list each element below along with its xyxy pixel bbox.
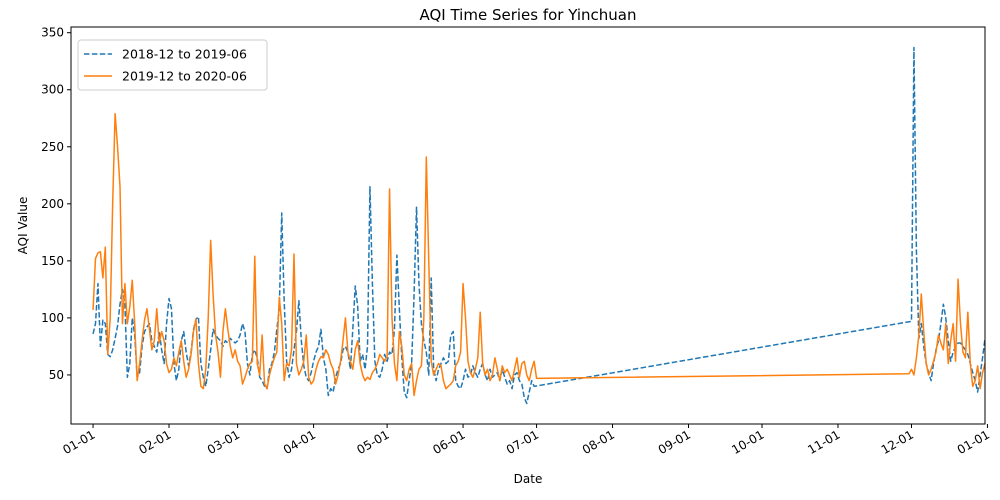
y-tick-label: 300 bbox=[41, 83, 64, 97]
legend-box bbox=[77, 39, 268, 91]
y-tick-label: 100 bbox=[41, 311, 64, 325]
y-tick-label: 200 bbox=[41, 197, 64, 211]
plot-frame bbox=[70, 26, 986, 425]
y-axis: 50 100 150 200 250 300 350 bbox=[41, 26, 71, 382]
legend: 2018-12 to 2019-06 2019-12 to 2020-06 bbox=[77, 39, 268, 91]
series-line-2 bbox=[92, 112, 986, 397]
y-tick-label: 150 bbox=[41, 254, 64, 268]
series-line-1 bbox=[92, 46, 986, 405]
y-tick-label: 50 bbox=[49, 368, 64, 382]
x-axis-label: Date bbox=[514, 472, 543, 486]
y-tick-label: 250 bbox=[41, 140, 64, 154]
y-tick-label: 350 bbox=[41, 26, 64, 40]
legend-label-1: 2018-12 to 2019-06 bbox=[122, 47, 247, 62]
chart-title: AQI Time Series for Yinchuan bbox=[419, 6, 636, 24]
legend-label-2: 2019-12 to 2020-06 bbox=[122, 69, 247, 84]
y-axis-label: AQI Value bbox=[16, 197, 30, 255]
series-layer bbox=[92, 46, 986, 405]
